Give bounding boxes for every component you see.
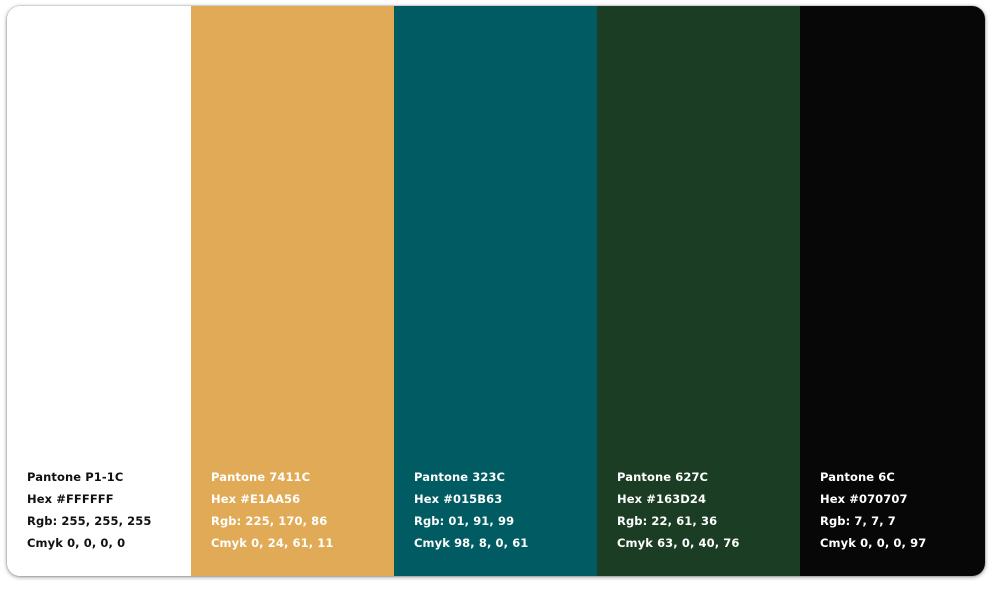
pantone-label: Pantone P1-1C bbox=[27, 470, 124, 484]
cmyk-label: Cmyk 0, 0, 0, 0 bbox=[27, 536, 126, 550]
swatch-info: Pantone 627C Hex #163D24 Rgb: 22, 61, 36… bbox=[617, 466, 740, 554]
hex-label: Hex #070707 bbox=[820, 492, 908, 506]
swatch-info: Pantone P1-1C Hex #FFFFFF Rgb: 255, 255,… bbox=[27, 466, 151, 554]
rgb-label: Rgb: 225, 170, 86 bbox=[211, 514, 328, 528]
swatch-white: Pantone P1-1C Hex #FFFFFF Rgb: 255, 255,… bbox=[7, 6, 191, 576]
hex-label: Hex #E1AA56 bbox=[211, 492, 301, 506]
cmyk-label: Cmyk 0, 0, 0, 97 bbox=[820, 536, 927, 550]
swatch-info: Pantone 323C Hex #015B63 Rgb: 01, 91, 99… bbox=[414, 466, 528, 554]
swatch-teal: Pantone 323C Hex #015B63 Rgb: 01, 91, 99… bbox=[394, 6, 597, 576]
swatch-black: Pantone 6C Hex #070707 Rgb: 7, 7, 7 Cmyk… bbox=[800, 6, 985, 576]
hex-label: Hex #FFFFFF bbox=[27, 492, 114, 506]
rgb-label: Rgb: 22, 61, 36 bbox=[617, 514, 718, 528]
pantone-label: Pantone 323C bbox=[414, 470, 506, 484]
pantone-label: Pantone 7411C bbox=[211, 470, 311, 484]
swatch-dark-green: Pantone 627C Hex #163D24 Rgb: 22, 61, 36… bbox=[597, 6, 800, 576]
color-palette-card: Pantone P1-1C Hex #FFFFFF Rgb: 255, 255,… bbox=[7, 6, 985, 576]
cmyk-label: Cmyk 98, 8, 0, 61 bbox=[414, 536, 529, 550]
rgb-label: Rgb: 01, 91, 99 bbox=[414, 514, 515, 528]
rgb-label: Rgb: 255, 255, 255 bbox=[27, 514, 152, 528]
pantone-label: Pantone 6C bbox=[820, 470, 895, 484]
swatch-info: Pantone 7411C Hex #E1AA56 Rgb: 225, 170,… bbox=[211, 466, 334, 554]
rgb-label: Rgb: 7, 7, 7 bbox=[820, 514, 896, 528]
swatch-gold: Pantone 7411C Hex #E1AA56 Rgb: 225, 170,… bbox=[191, 6, 394, 576]
pantone-label: Pantone 627C bbox=[617, 470, 709, 484]
hex-label: Hex #015B63 bbox=[414, 492, 503, 506]
cmyk-label: Cmyk 63, 0, 40, 76 bbox=[617, 536, 740, 550]
cmyk-label: Cmyk 0, 24, 61, 11 bbox=[211, 536, 334, 550]
swatch-info: Pantone 6C Hex #070707 Rgb: 7, 7, 7 Cmyk… bbox=[820, 466, 926, 554]
hex-label: Hex #163D24 bbox=[617, 492, 707, 506]
